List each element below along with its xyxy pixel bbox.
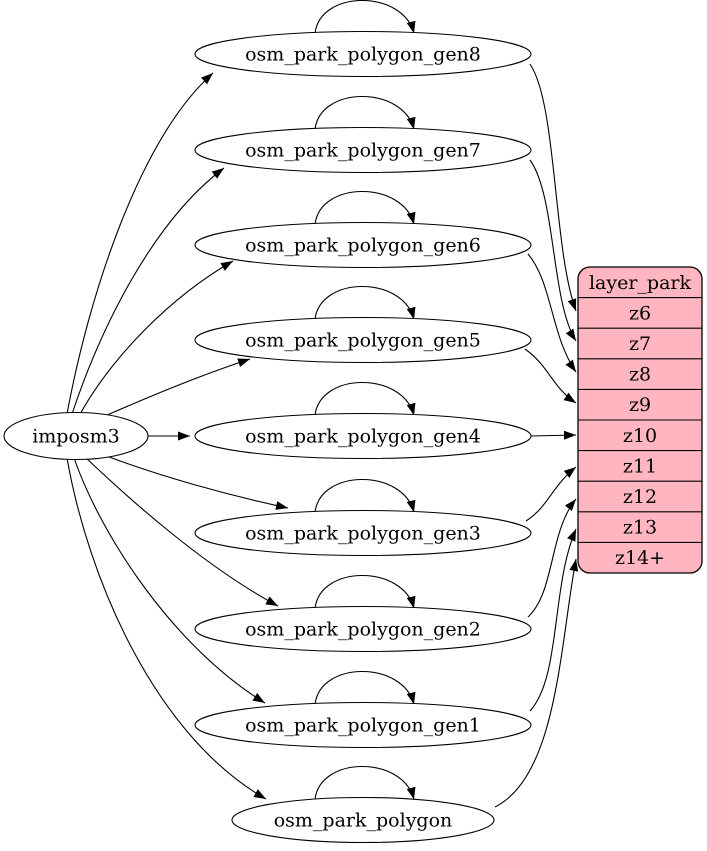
edge-imposm3-to-osm_park_polygon_gen3 xyxy=(95,451,289,510)
table-node-label: osm_park_polygon_gen1 xyxy=(245,715,481,737)
edge-osm_park_polygon_gen8-to-z6 xyxy=(529,63,577,312)
layer-row-z9: z9 xyxy=(629,394,651,416)
edge-layer xyxy=(66,0,579,808)
edge-osm_park_polygon_gen5-to-z9 xyxy=(524,348,577,404)
edge-imposm3-to-osm_park_polygon xyxy=(66,457,267,800)
edge-osm_park_polygon-to-z14+ xyxy=(494,558,579,808)
edge-imposm3-to-osm_park_polygon_gen5 xyxy=(95,358,251,421)
layer-row-z14+: z14+ xyxy=(615,547,665,569)
self-loop-osm_park_polygon_gen7 xyxy=(314,95,416,130)
self-loop-osm_park_polygon_gen5 xyxy=(314,285,416,320)
edge-imposm3-to-osm_park_polygon_gen8 xyxy=(66,72,214,415)
node-osm_park_polygon_gen4: osm_park_polygon_gen4 xyxy=(194,412,532,460)
node-layer: osm_park_polygon_gen8 osm_park_polygon_ge… xyxy=(3,30,703,844)
layer-row-z8: z8 xyxy=(629,364,651,386)
edge-osm_park_polygon_gen4-to-z10 xyxy=(530,430,577,440)
edge-osm_park_polygon_gen7-to-z7 xyxy=(529,159,577,342)
layer-row-z13: z13 xyxy=(623,517,657,539)
self-loop-osm_park_polygon_gen1 xyxy=(314,670,416,705)
edge-osm_park_polygon_gen3-to-z11 xyxy=(525,466,577,522)
table-node-label: osm_park_polygon_gen4 xyxy=(245,426,481,448)
table-node-label: osm_park_polygon_gen8 xyxy=(245,44,481,66)
node-osm_park_polygon_gen2: osm_park_polygon_gen2 xyxy=(194,605,532,653)
self-loop-osm_park_polygon_gen6 xyxy=(314,190,416,225)
node-osm_park_polygon_gen8: osm_park_polygon_gen8 xyxy=(194,30,532,78)
table-node-label: osm_park_polygon_gen7 xyxy=(245,140,481,162)
edge-imposm3-to-osm_park_polygon_gen2 xyxy=(83,455,279,607)
layer-row-z12: z12 xyxy=(623,486,657,508)
self-loop-osm_park_polygon_gen4 xyxy=(314,381,416,416)
node-osm_park_polygon_gen5: osm_park_polygon_gen5 xyxy=(194,316,532,364)
self-loop-osm_park_polygon_gen8 xyxy=(314,0,416,34)
edge-imposm3-to-osm_park_polygon_gen7 xyxy=(71,167,225,415)
edge-osm_park_polygon_gen6-to-z8 xyxy=(527,253,577,373)
node-osm_park_polygon_gen7: osm_park_polygon_gen7 xyxy=(194,126,532,174)
layer-row-z11: z11 xyxy=(623,455,657,477)
layer-row-z10: z10 xyxy=(623,425,657,447)
layer-title: layer_park xyxy=(589,272,692,294)
layer-row-z6: z6 xyxy=(629,302,651,324)
node-layer_park: layer_park z6 z7 z8 z9 z10 z11 z12 z13 z14+ xyxy=(577,266,703,574)
node-osm_park_polygon_gen6: osm_park_polygon_gen6 xyxy=(194,221,532,269)
table-node-label: osm_park_polygon_gen3 xyxy=(245,523,481,545)
self-loop-osm_park_polygon_gen3 xyxy=(314,478,416,513)
self-loop-osm_park_polygon_gen2 xyxy=(314,574,416,609)
self-loop-osm_park_polygon xyxy=(314,765,416,800)
table-node-label: osm_park_polygon xyxy=(274,810,453,832)
edge-osm_park_polygon_gen1-to-z13 xyxy=(529,528,577,712)
node-imposm3: imposm3 xyxy=(3,411,149,461)
edge-imposm3-to-osm_park_polygon_gen6 xyxy=(78,260,234,417)
layer-row-z7: z7 xyxy=(629,333,651,355)
table-node-label: osm_park_polygon_gen6 xyxy=(245,235,481,257)
table-node-label: osm_park_polygon_gen5 xyxy=(245,330,481,352)
node-osm_park_polygon: osm_park_polygon xyxy=(231,796,495,844)
edge-imposm3-to-osm_park_polygon_gen1 xyxy=(73,457,266,704)
source-node-label: imposm3 xyxy=(32,426,120,448)
node-osm_park_polygon_gen3: osm_park_polygon_gen3 xyxy=(194,509,532,557)
table-node-label: osm_park_polygon_gen2 xyxy=(245,619,481,641)
node-osm_park_polygon_gen1: osm_park_polygon_gen1 xyxy=(194,701,532,749)
edge-osm_park_polygon_gen2-to-z12 xyxy=(527,498,577,618)
